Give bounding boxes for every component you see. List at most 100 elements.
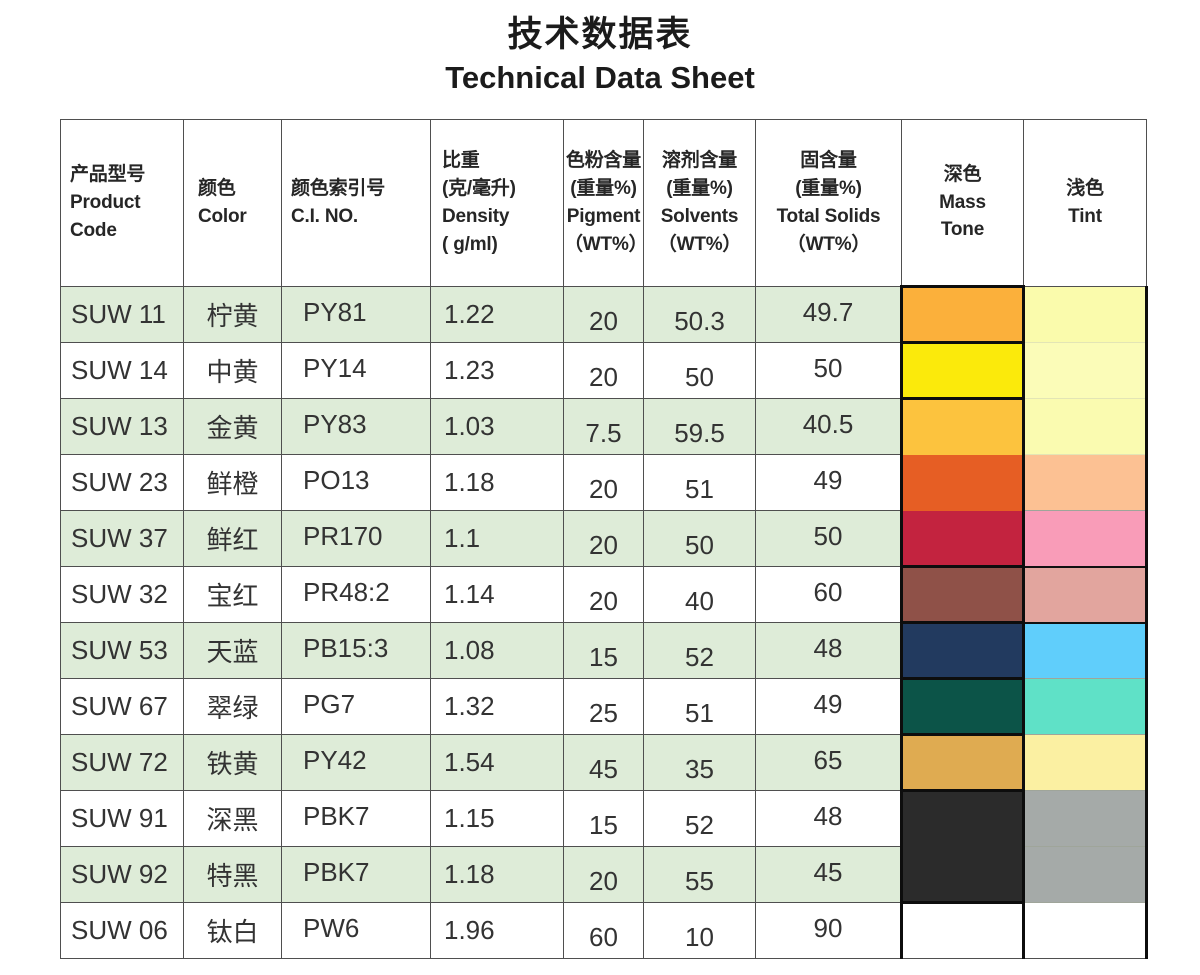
cell-total-solids-pct: 50 xyxy=(755,342,902,399)
header-total-solids: 固含量 (重量%) Total Solids （WT%） xyxy=(755,119,902,287)
cell-product-code: SUW 32 xyxy=(60,566,184,623)
cell-product-code: SUW 92 xyxy=(60,846,184,903)
cell-product-code: SUW 67 xyxy=(60,678,184,735)
mass-tone-swatch xyxy=(900,901,1025,959)
cell-product-code: SUW 72 xyxy=(60,734,184,791)
cell-color-name: 特黑 xyxy=(183,846,282,903)
tint-swatch xyxy=(1022,621,1148,679)
tint-swatch xyxy=(1022,734,1148,791)
cell-solvents-pct: 59.5 xyxy=(643,398,756,455)
cell-ci-no: PY42 xyxy=(281,734,431,791)
cell-ci-no: PB15:3 xyxy=(281,622,431,679)
cell-product-code: SUW 23 xyxy=(60,454,184,511)
mass-tone-swatch xyxy=(900,510,1025,568)
table-row: SUW 13 金黄 PY83 1.03 7.5 59.5 40.5 xyxy=(60,397,1148,456)
cell-product-code: SUW 91 xyxy=(60,790,184,847)
cell-density: 1.08 xyxy=(430,622,564,679)
table-row: SUW 32 宝红 PR48:2 1.14 20 40 60 xyxy=(60,565,1148,624)
cell-density: 1.32 xyxy=(430,678,564,735)
header-density: 比重 (克/毫升) Density ( g/ml) xyxy=(430,119,564,287)
cell-pigment-pct: 7.5 xyxy=(563,398,644,455)
cell-color-name: 鲜红 xyxy=(183,510,282,567)
cell-density: 1.18 xyxy=(430,454,564,511)
tint-swatch xyxy=(1022,286,1148,343)
technical-data-table: 产品型号 Product Code 颜色 Color 颜色索引号 C.I. NO… xyxy=(60,119,1148,959)
cell-color-name: 中黄 xyxy=(183,342,282,399)
table-row: SUW 23 鲜橙 PO13 1.18 20 51 49 xyxy=(60,454,1148,512)
table-row: SUW 14 中黄 PY14 1.23 20 50 50 xyxy=(60,341,1148,400)
cell-product-code: SUW 13 xyxy=(60,398,184,455)
cell-solvents-pct: 10 xyxy=(643,902,756,959)
cell-total-solids-pct: 45 xyxy=(755,846,902,903)
tint-swatch xyxy=(1022,398,1148,455)
cell-density: 1.96 xyxy=(430,902,564,959)
cell-pigment-pct: 20 xyxy=(563,286,644,343)
cell-total-solids-pct: 49.7 xyxy=(755,286,902,343)
table-row: SUW 91 深黑 PBK7 1.15 15 52 48 xyxy=(60,789,1148,848)
cell-solvents-pct: 50 xyxy=(643,510,756,567)
cell-density: 1.54 xyxy=(430,734,564,791)
cell-solvents-pct: 52 xyxy=(643,622,756,679)
header-pigment: 色粉含量 (重量%) Pigment （WT%） xyxy=(563,119,644,287)
mass-tone-swatch xyxy=(900,733,1025,792)
table-row: SUW 67 翠绿 PG7 1.32 25 51 49 xyxy=(60,677,1148,736)
cell-solvents-pct: 35 xyxy=(643,734,756,791)
cell-total-solids-pct: 90 xyxy=(755,902,902,959)
cell-ci-no: PY14 xyxy=(281,342,431,399)
tint-swatch xyxy=(1022,342,1148,399)
header-row: 产品型号 Product Code 颜色 Color 颜色索引号 C.I. NO… xyxy=(60,119,1147,287)
cell-ci-no: PR170 xyxy=(281,510,431,567)
cell-total-solids-pct: 50 xyxy=(755,510,902,567)
cell-color-name: 金黄 xyxy=(183,398,282,455)
tint-swatch xyxy=(1022,902,1148,959)
cell-density: 1.15 xyxy=(430,790,564,847)
cell-ci-no: PG7 xyxy=(281,678,431,735)
page-title-en: Technical Data Sheet xyxy=(445,60,755,95)
cell-ci-no: PW6 xyxy=(281,902,431,959)
cell-color-name: 柠黄 xyxy=(183,286,282,343)
page-title-zh: 技术数据表 xyxy=(507,15,693,54)
cell-product-code: SUW 06 xyxy=(60,902,184,959)
mass-tone-swatch xyxy=(900,846,1025,904)
cell-pigment-pct: 20 xyxy=(563,846,644,903)
table-row: SUW 37 鲜红 PR170 1.1 20 50 50 xyxy=(60,510,1148,568)
header-color: 颜色 Color xyxy=(183,119,282,287)
table-row: SUW 72 铁黄 PY42 1.54 45 35 65 xyxy=(60,733,1148,792)
cell-pigment-pct: 20 xyxy=(563,454,644,511)
tint-swatch xyxy=(1022,678,1148,735)
cell-product-code: SUW 11 xyxy=(60,286,184,343)
cell-solvents-pct: 51 xyxy=(643,454,756,511)
mass-tone-swatch xyxy=(900,341,1025,400)
table-row: SUW 06 钛白 PW6 1.96 60 10 90 xyxy=(60,901,1148,959)
cell-color-name: 天蓝 xyxy=(183,622,282,679)
cell-ci-no: PR48:2 xyxy=(281,566,431,623)
cell-solvents-pct: 50 xyxy=(643,342,756,399)
cell-color-name: 深黑 xyxy=(183,790,282,847)
cell-total-solids-pct: 65 xyxy=(755,734,902,791)
tint-swatch xyxy=(1022,510,1148,567)
cell-pigment-pct: 25 xyxy=(563,678,644,735)
cell-color-name: 翠绿 xyxy=(183,678,282,735)
header-tint: 浅色 Tint xyxy=(1023,119,1147,287)
cell-solvents-pct: 40 xyxy=(643,566,756,623)
table-row: SUW 53 天蓝 PB15:3 1.08 15 52 48 xyxy=(60,621,1148,680)
cell-density: 1.23 xyxy=(430,342,564,399)
header-ci-no: 颜色索引号 C.I. NO. xyxy=(281,119,431,287)
mass-tone-swatch xyxy=(900,285,1025,344)
cell-pigment-pct: 20 xyxy=(563,510,644,567)
mass-tone-swatch xyxy=(900,454,1025,512)
mass-tone-swatch xyxy=(900,397,1025,456)
mass-tone-swatch xyxy=(900,789,1025,848)
cell-total-solids-pct: 48 xyxy=(755,622,902,679)
cell-density: 1.22 xyxy=(430,286,564,343)
tint-swatch xyxy=(1022,790,1148,847)
cell-solvents-pct: 51 xyxy=(643,678,756,735)
cell-density: 1.14 xyxy=(430,566,564,623)
cell-color-name: 铁黄 xyxy=(183,734,282,791)
cell-density: 1.1 xyxy=(430,510,564,567)
cell-color-name: 宝红 xyxy=(183,566,282,623)
cell-total-solids-pct: 49 xyxy=(755,678,902,735)
cell-total-solids-pct: 40.5 xyxy=(755,398,902,455)
cell-ci-no: PBK7 xyxy=(281,790,431,847)
cell-pigment-pct: 60 xyxy=(563,902,644,959)
